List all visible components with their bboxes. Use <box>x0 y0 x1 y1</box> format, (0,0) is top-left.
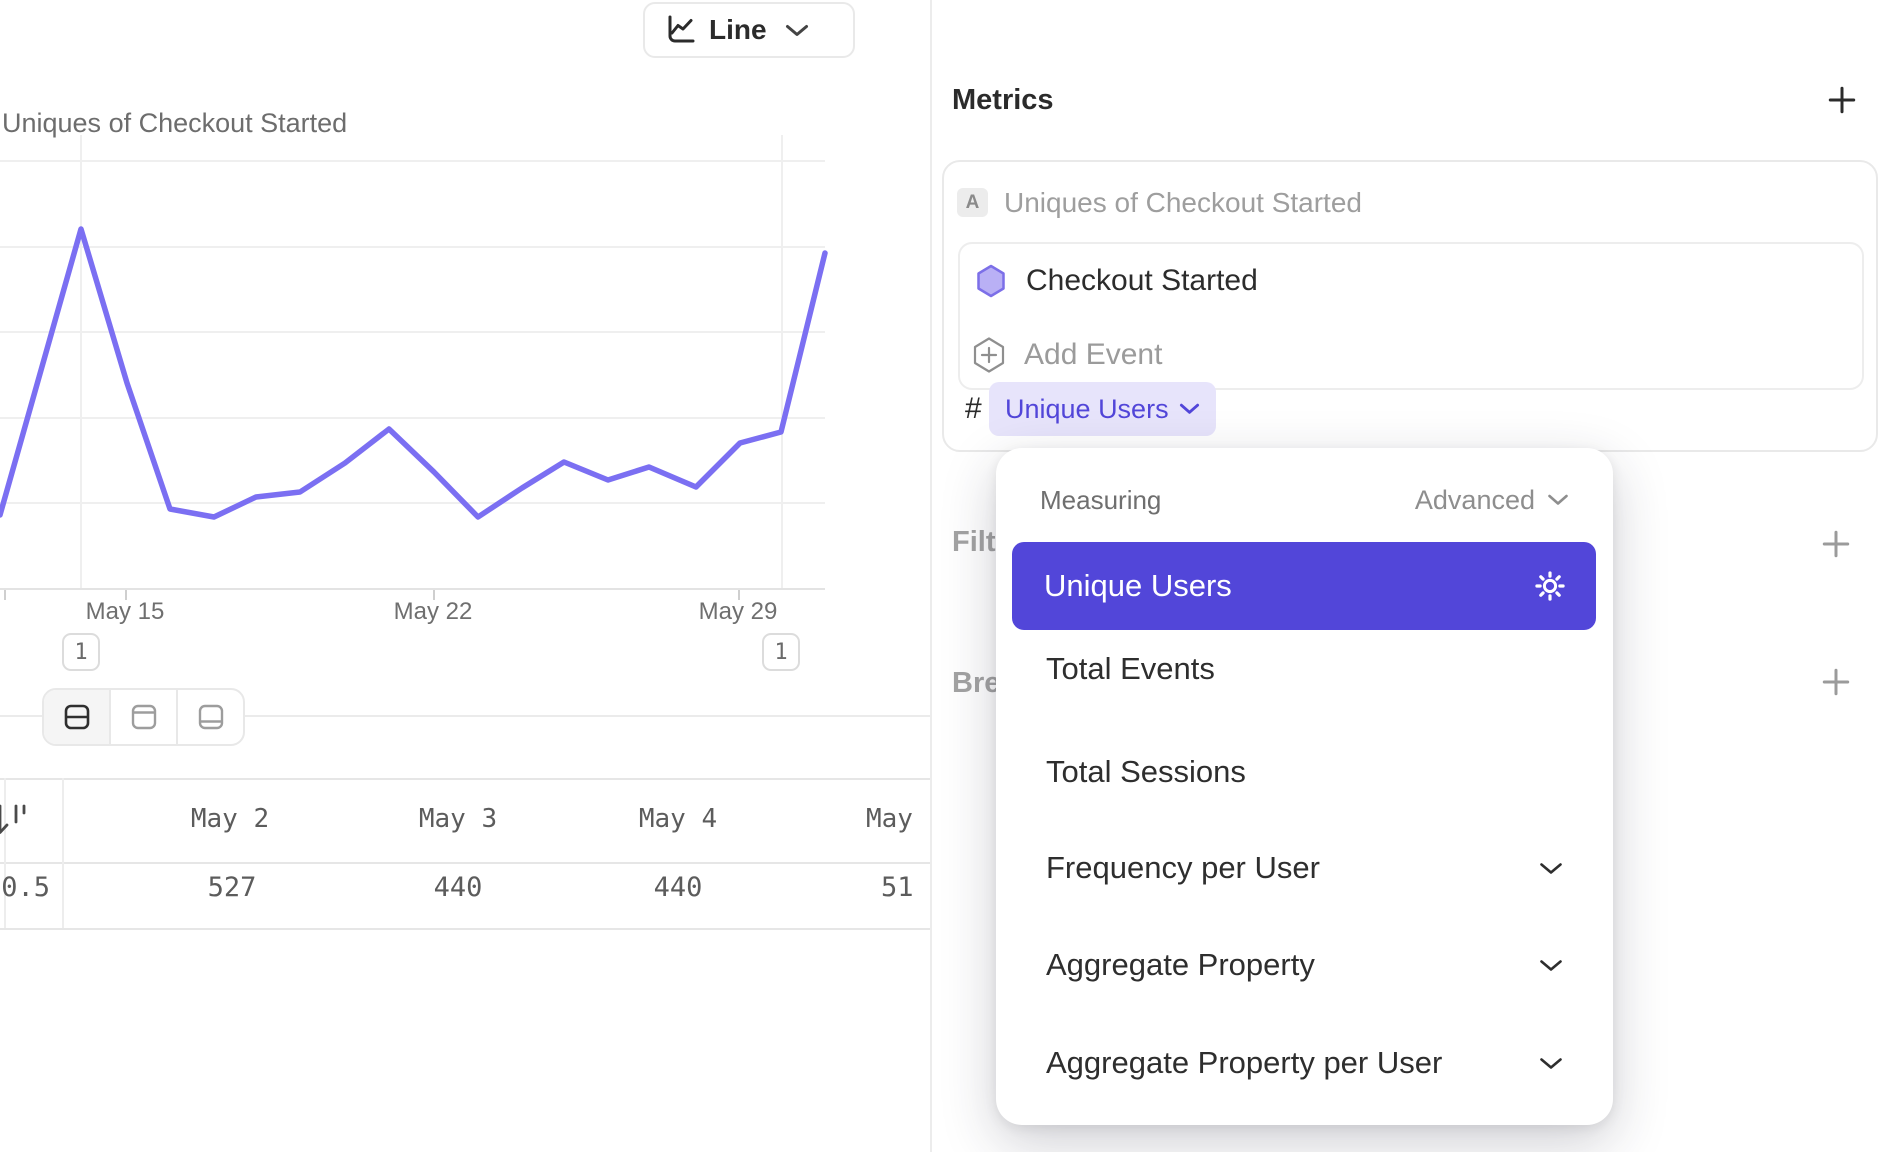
row-label: 0.5 <box>1 872 50 903</box>
table-border <box>62 778 64 928</box>
annotation-gridline <box>781 135 783 588</box>
layout-chart-only-button[interactable] <box>109 690 176 744</box>
gridline <box>0 417 825 419</box>
dropdown-header: Measuring Advanced <box>996 478 1613 522</box>
metrics-section-title: Metrics <box>952 84 1054 116</box>
menu-item-label: Aggregate Property <box>1046 947 1315 982</box>
chevron-down-icon <box>1540 1057 1562 1069</box>
table-border <box>4 778 6 928</box>
mode-selector[interactable]: Advanced <box>1415 485 1569 516</box>
bottom-layout-icon <box>198 704 223 730</box>
add-breakdown-button[interactable] <box>1820 666 1852 698</box>
measurement-value: Unique Users <box>1005 393 1169 424</box>
layout-table-only-button[interactable] <box>176 690 243 744</box>
measurement-selector[interactable]: Unique Users <box>989 382 1216 436</box>
axis-tick <box>738 590 740 600</box>
x-tick-label: May 15 <box>85 598 165 625</box>
x-axis-line <box>0 588 825 590</box>
query-builder-panel: Metrics A Uniques of Checkout Started Ch… <box>932 0 1898 1152</box>
menu-item-label: Total Sessions <box>1046 754 1246 789</box>
chart-title: Uniques of Checkout Started <box>2 108 348 138</box>
chart-type-label: Line <box>709 14 767 45</box>
mode-value: Advanced <box>1414 484 1535 515</box>
measure-type-symbol: # <box>965 392 982 425</box>
plus-icon <box>1822 530 1850 558</box>
top-layout-icon <box>131 704 156 730</box>
menu-item-unique-users[interactable]: Unique Users <box>1012 542 1596 630</box>
line-chart-icon <box>663 13 697 47</box>
results-table: May 2 May 3 May 4 May 0.5 527 440 440 51 <box>0 778 930 930</box>
x-tick-label: May 22 <box>393 598 473 625</box>
axis-tick <box>4 590 6 600</box>
plus-icon <box>1822 668 1850 696</box>
menu-item-label: Unique Users <box>1044 568 1232 603</box>
menu-item-frequency-per-user[interactable]: Frequency per User <box>996 823 1613 913</box>
gridline <box>0 502 825 504</box>
event-name: Checkout Started <box>1026 264 1258 297</box>
table-value: 440 <box>653 872 703 903</box>
table-border <box>0 778 930 780</box>
metric-letter-badge: A <box>957 188 988 217</box>
measurement-row: # Unique Users <box>944 380 1876 438</box>
panel-divider <box>930 0 932 1152</box>
menu-item-aggregate-property[interactable]: Aggregate Property <box>996 920 1613 1010</box>
column-header: May 4 <box>638 804 718 834</box>
add-event-label: Add Event <box>1024 338 1163 371</box>
line-series <box>0 226 828 520</box>
add-event-button[interactable]: Add Event <box>960 318 1862 392</box>
metric-card: A Uniques of Checkout Started Checkout S… <box>942 160 1878 452</box>
chevron-down-icon <box>1179 403 1200 415</box>
event-row-checkout-started[interactable]: Checkout Started <box>960 244 1862 318</box>
metric-name[interactable]: Uniques of Checkout Started <box>1004 187 1362 218</box>
section-divider <box>0 715 930 717</box>
chart-section: Line Uniques of Checkout Started May 15 <box>0 0 930 1152</box>
event-card: Checkout Started Add Event <box>958 242 1864 390</box>
split-layout-icon <box>64 704 89 730</box>
annotation-gridline <box>80 135 82 588</box>
menu-item-label: Frequency per User <box>1046 850 1320 885</box>
chevron-down-icon <box>785 24 809 37</box>
table-border <box>0 928 930 930</box>
chart-type-selector[interactable]: Line <box>643 2 855 58</box>
x-tick-label: May 29 <box>698 598 778 625</box>
annotation-badge[interactable]: 1 <box>762 633 800 671</box>
layout-split-button[interactable] <box>44 690 109 744</box>
gear-icon[interactable] <box>1534 570 1566 602</box>
table-border <box>0 862 930 864</box>
gridline <box>0 331 825 333</box>
column-header: May 3 <box>418 804 498 834</box>
measuring-label: Measuring <box>1040 484 1162 515</box>
plus-icon <box>1828 86 1856 114</box>
add-event-hexagon-plus-icon <box>972 336 1006 374</box>
layout-toggle-group <box>42 688 245 746</box>
table-value: 527 <box>207 872 257 903</box>
axis-tick <box>433 590 435 600</box>
axis-tick <box>125 590 127 600</box>
event-hexagon-icon <box>976 264 1006 298</box>
table-value: 440 <box>433 872 483 903</box>
line-chart-plot <box>0 226 828 520</box>
annotation-badge[interactable]: 1 <box>62 633 100 671</box>
column-header: May 2 <box>190 804 270 834</box>
menu-item-label: Aggregate Property per User <box>1046 1045 1443 1080</box>
chevron-down-icon <box>1540 862 1562 874</box>
menu-item-total-events[interactable]: Total Events <box>996 624 1613 714</box>
chevron-down-icon <box>1548 494 1568 505</box>
table-value: 51 <box>881 872 914 903</box>
gridline <box>0 160 825 162</box>
gridline <box>0 246 825 248</box>
add-metric-button[interactable] <box>1826 84 1858 116</box>
add-filter-button[interactable] <box>1820 528 1852 560</box>
sort-descending-icon[interactable] <box>0 800 32 840</box>
chevron-down-icon <box>1540 959 1562 971</box>
menu-item-label: Total Events <box>1046 651 1215 686</box>
menu-item-total-sessions[interactable]: Total Sessions <box>996 727 1613 817</box>
measuring-dropdown-menu: Measuring Advanced Unique Users <box>996 448 1613 1125</box>
column-header: May <box>866 804 913 834</box>
menu-item-aggregate-property-per-user[interactable]: Aggregate Property per User <box>996 1018 1613 1108</box>
